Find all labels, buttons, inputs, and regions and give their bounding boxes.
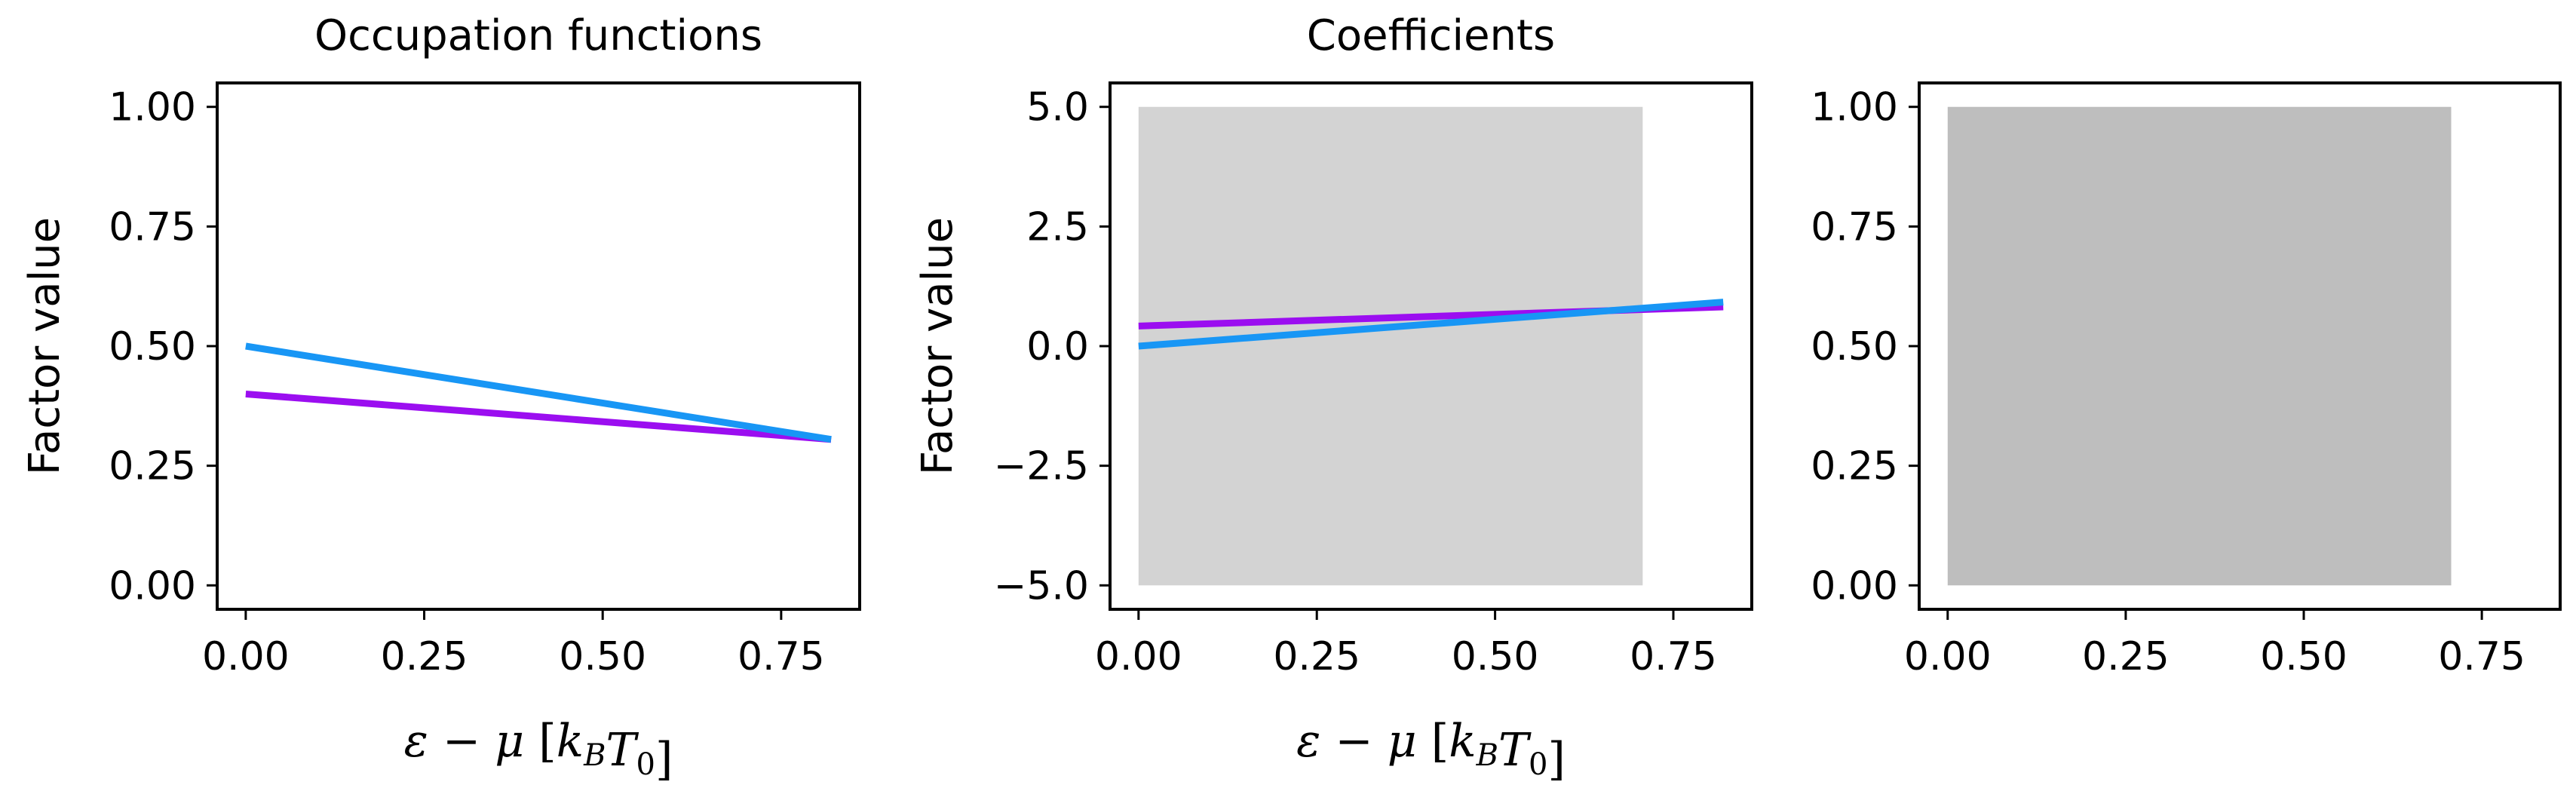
series-line-2 (1138, 299, 1724, 350)
y-tick-label: 0.50 (109, 324, 196, 370)
y-tick-label: 5.0 (1026, 85, 1089, 130)
y-tick-label: 0.50 (1811, 324, 1898, 370)
y-axis-label: Factor value (20, 217, 69, 475)
y-tick-label: −5.0 (994, 563, 1089, 609)
x-tick-label: 0.25 (2082, 634, 2170, 679)
x-axis-label: ε − μ [kBT0] (404, 715, 673, 785)
x-tick-label: 0.75 (738, 634, 825, 679)
y-tick-label: 0.75 (1811, 204, 1898, 250)
x-tick-label: 0.25 (381, 634, 468, 679)
series-line-1 (245, 390, 832, 443)
series-line-2 (245, 342, 832, 443)
chart-panel-1: 0.00 0.25 0.50 0.75 0.00 0.25 0.50 0.75 1.00 Occu… (20, 11, 861, 785)
y-tick-label: 0.00 (1811, 563, 1898, 609)
x-tick-label: 0.75 (2438, 634, 2525, 679)
y-tick-label: 1.00 (1811, 85, 1898, 130)
y-tick-label: 0.75 (109, 204, 196, 250)
shaded-region (1138, 106, 1643, 586)
chart-title: Occupation functions (314, 11, 762, 60)
y-tick-label: 0.00 (109, 563, 196, 609)
y-tick-label: 0.25 (109, 444, 196, 489)
x-tick-label: 0.50 (1452, 634, 1539, 679)
y-tick-label: 1.00 (109, 85, 196, 130)
y-tick-label: 0.0 (1026, 324, 1089, 370)
x-tick-label: 0.75 (1630, 634, 1717, 679)
x-tick-label: 0.50 (559, 634, 646, 679)
chart-panel-3: 0.00 0.25 0.50 0.75 0.00 0.25 0.50 0.75 1.00 (1811, 81, 2562, 679)
chart-title: Coefficients (1307, 11, 1555, 60)
y-tick-label: 2.5 (1026, 204, 1089, 250)
x-tick-label: 0.00 (1904, 634, 1992, 679)
x-tick-label: 0.25 (1273, 634, 1360, 679)
x-tick-label: 0.50 (2260, 634, 2348, 679)
x-tick-label: 0.00 (1095, 634, 1182, 679)
axes-frame (216, 81, 861, 611)
y-tick-label: −2.5 (994, 444, 1089, 489)
x-tick-label: 0.00 (202, 634, 290, 679)
chart-panel-2: 0.00 0.25 0.50 0.75 −5.0 −2.5 0.0 2.5 5.0 Coeffic… (913, 11, 1753, 785)
y-tick-label: 0.25 (1811, 444, 1898, 489)
shaded-region (1947, 106, 2452, 586)
x-axis-label: ε − μ [kBT0] (1296, 715, 1566, 785)
y-axis-label: Factor value (913, 217, 962, 475)
